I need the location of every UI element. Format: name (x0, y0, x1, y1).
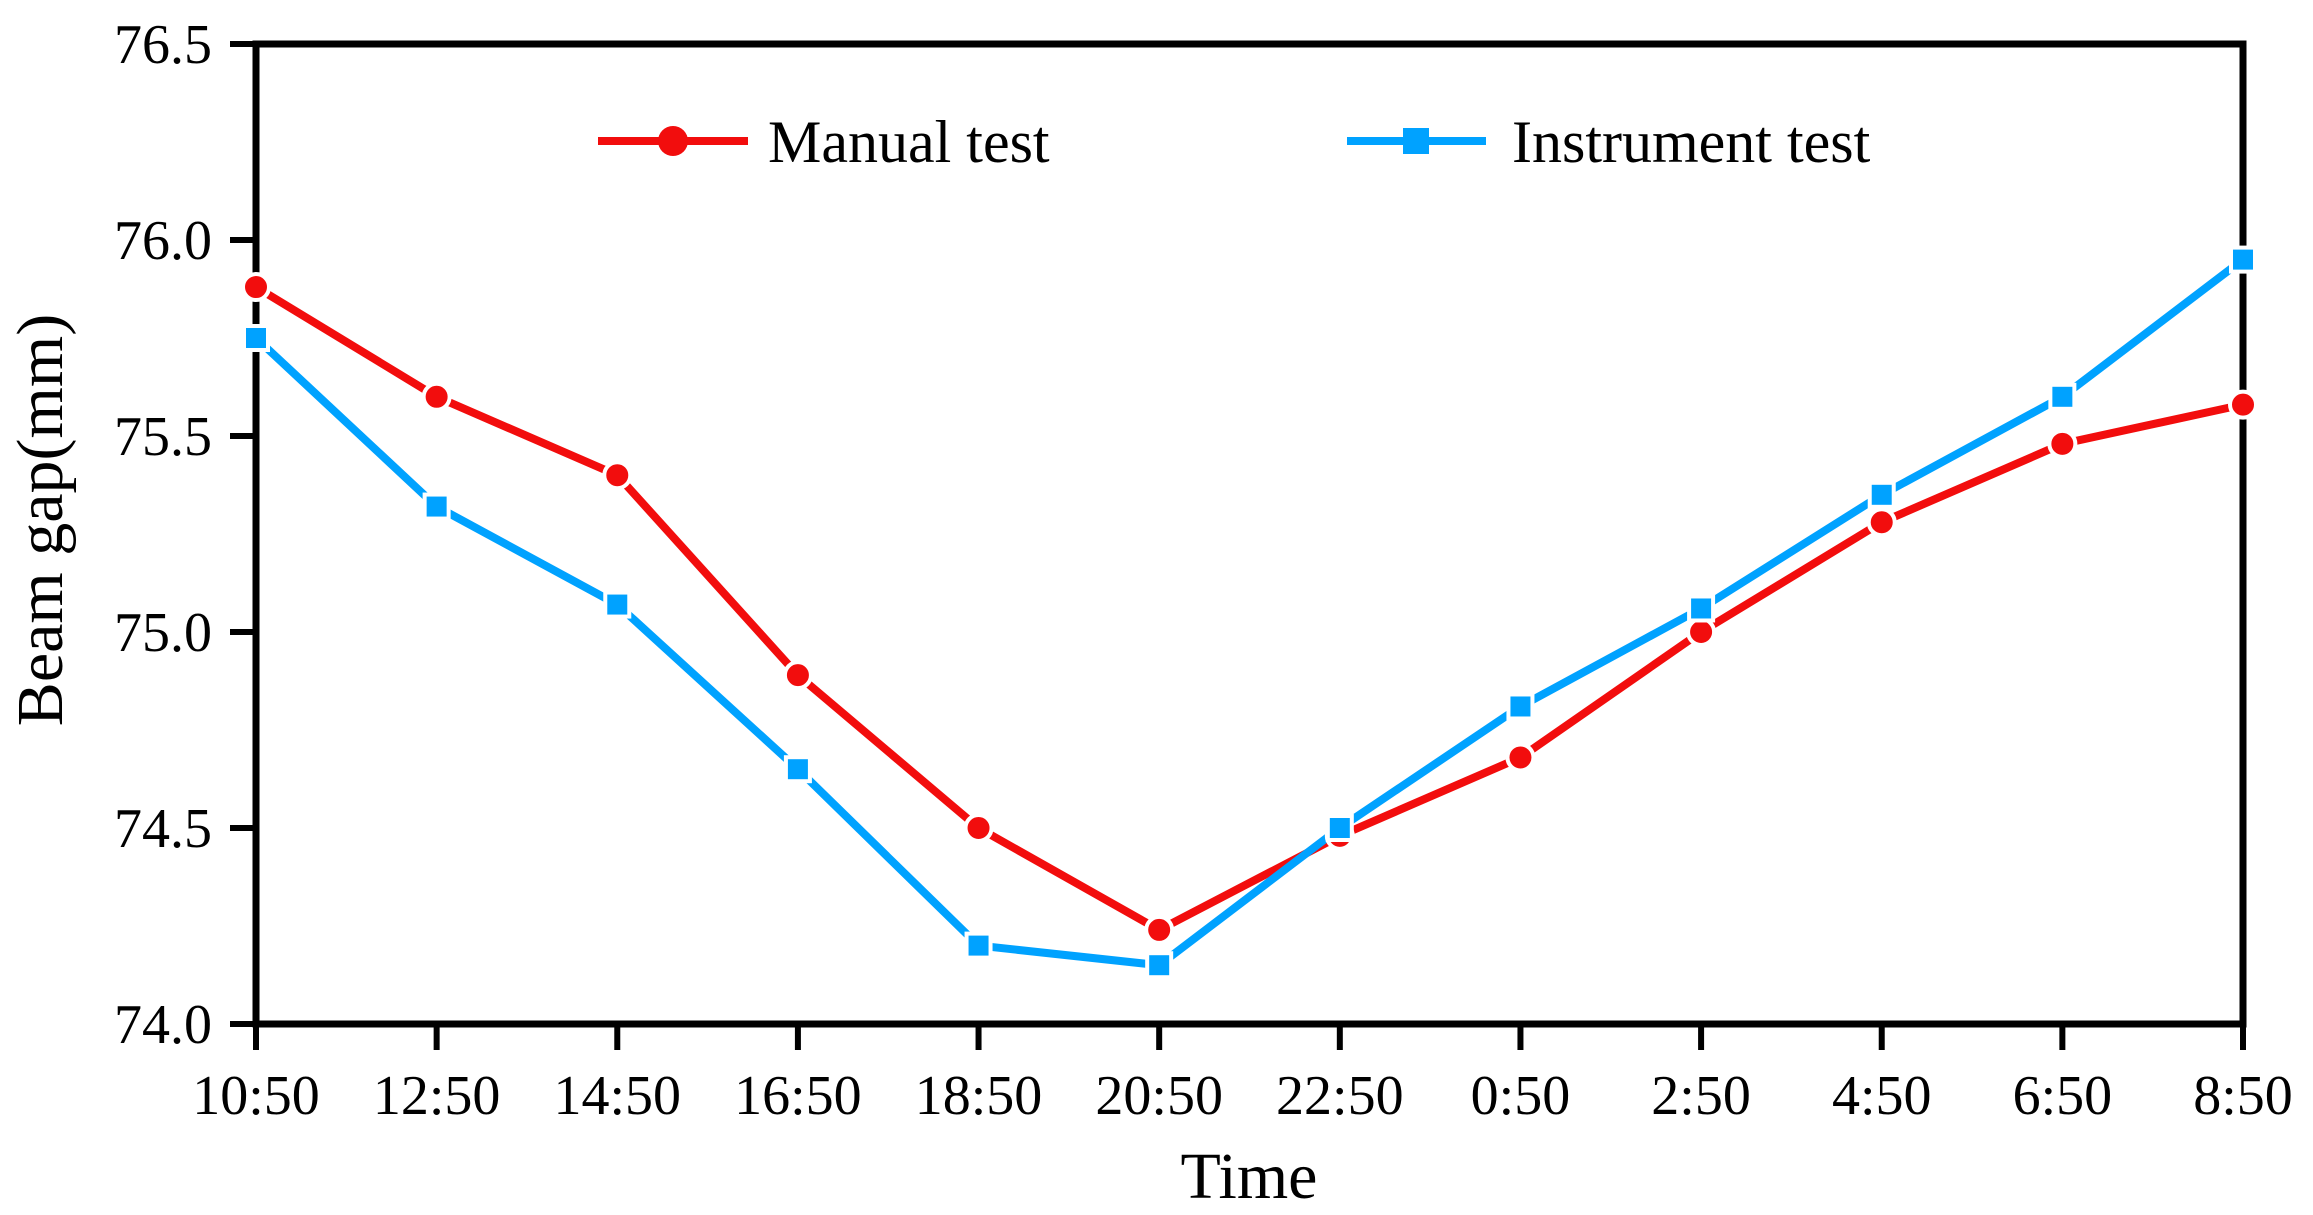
x-tick-label: 22:50 (1276, 1065, 1404, 1127)
plot-border (252, 40, 2247, 1028)
legend-marker-square-icon (1403, 128, 1429, 154)
marker-circle (1866, 507, 1897, 538)
marker-square (1687, 594, 1716, 623)
x-tick-label: 16:50 (734, 1065, 862, 1127)
x-tick-label: 8:50 (2193, 1065, 2293, 1127)
x-tick-label: 12:50 (373, 1065, 501, 1127)
marker-square (2229, 245, 2257, 274)
marker-square (422, 492, 451, 521)
x-tick-label: 10:50 (192, 1065, 320, 1127)
y-tick-label: 76.5 (114, 14, 212, 76)
y-axis-title: Beam gap(mm) (4, 314, 77, 726)
marker-circle (1505, 742, 1536, 773)
x-axis-title: Time (1181, 1140, 1318, 1213)
legend-label-instrument-test: Instrument test (1512, 109, 1871, 175)
marker-square (964, 931, 993, 960)
x-tick-label: 18:50 (915, 1065, 1043, 1127)
legend: Manual test Instrument test (598, 109, 1871, 175)
x-tick-label: 2:50 (1651, 1065, 1751, 1127)
x-tick-label: 14:50 (553, 1065, 681, 1127)
x-tick-label: 4:50 (1832, 1065, 1932, 1127)
marker-circle (2228, 389, 2258, 420)
legend-marker-circle-icon (658, 126, 688, 156)
plot-area: 74.0 74.5 75.0 75.5 76.0 76.5 10:50 12:50 14:50 1… (114, 14, 2293, 1127)
marker-square (1145, 951, 1174, 980)
marker-circle (963, 813, 994, 843)
marker-circle (421, 381, 452, 412)
marker-circle (782, 660, 813, 691)
series-line-manual-test (253, 283, 2244, 935)
y-tick-label: 74.0 (114, 994, 212, 1056)
marker-square (1325, 814, 1354, 842)
x-tick-label: 20:50 (1095, 1065, 1223, 1127)
legend-label-manual-test: Manual test (768, 109, 1050, 175)
y-tick-label: 76.0 (114, 210, 212, 272)
marker-square (242, 324, 270, 352)
marker-square (603, 590, 632, 619)
marker-square (1867, 480, 1896, 509)
series-line-instrument-test (253, 256, 2246, 970)
y-tick-label: 75.5 (114, 406, 212, 468)
marker-circle (241, 272, 271, 303)
marker-circle (1686, 617, 1717, 647)
marker-circle (1144, 914, 1175, 945)
y-tick-label: 75.0 (114, 602, 212, 664)
x-tick-label: 6:50 (2013, 1065, 2113, 1127)
x-tick-label: 0:50 (1471, 1065, 1571, 1127)
marker-circle (602, 460, 633, 491)
marker-square (2048, 382, 2077, 411)
marker-square (783, 755, 812, 784)
y-tick-label: 74.5 (114, 798, 212, 860)
marker-circle (2047, 428, 2078, 459)
marker-square (1506, 692, 1535, 721)
